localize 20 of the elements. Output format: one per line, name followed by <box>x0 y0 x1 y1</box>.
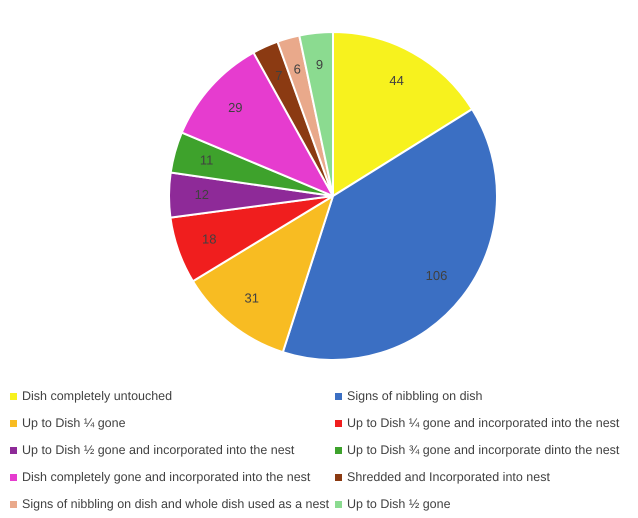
legend-label: Up to Dish ¼ gone and incorporated into the nest <box>347 416 620 430</box>
legend-label: Up to Dish ½ gone <box>347 497 451 511</box>
data-label: 6 <box>294 61 301 76</box>
data-label: 18 <box>202 231 217 246</box>
legend-label: Signs of nibbling on dish <box>347 389 483 403</box>
data-label: 106 <box>426 268 448 284</box>
legend-label: Up to Dish ¾ gone and incorporate dinto the nest <box>347 443 620 457</box>
data-label: 31 <box>244 290 260 306</box>
data-label: 11 <box>200 152 214 168</box>
data-label: 9 <box>316 57 324 72</box>
legend-label: Signs of nibbling on dish and whole dish used as a nest <box>22 497 330 511</box>
legend-label: Shredded and Incorporated into nest <box>347 470 550 484</box>
legend-label: Up to Dish ½ gone and incorporated into the nest <box>22 443 294 457</box>
legend-label: Up to Dish ¼ gone <box>22 416 126 430</box>
legend-label: Dish completely gone and incorporated into the nest <box>22 470 310 484</box>
data-label: 12 <box>194 186 210 202</box>
data-label: 7 <box>275 68 282 84</box>
legend-label: Dish completely untouched <box>22 389 172 403</box>
data-label: 44 <box>389 72 404 88</box>
data-label: 29 <box>228 100 243 116</box>
